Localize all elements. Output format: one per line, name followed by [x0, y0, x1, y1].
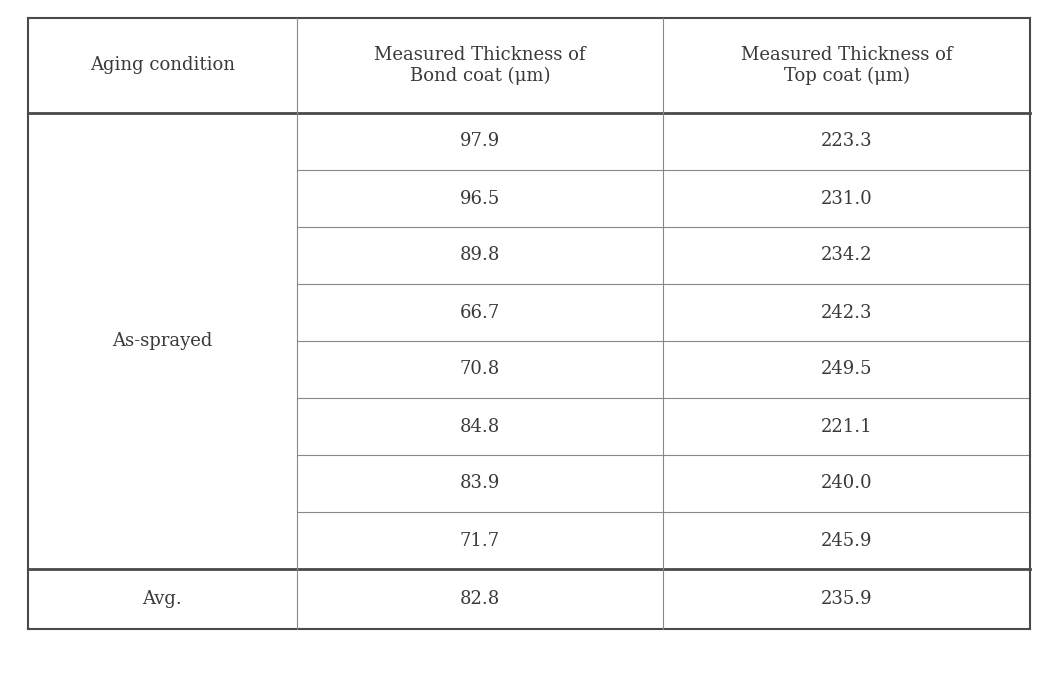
Text: 240.0: 240.0 — [821, 475, 873, 493]
Text: 96.5: 96.5 — [460, 190, 500, 207]
Text: 235.9: 235.9 — [821, 590, 873, 608]
Text: Avg.: Avg. — [143, 590, 182, 608]
Text: 221.1: 221.1 — [821, 417, 873, 435]
Text: 83.9: 83.9 — [460, 475, 500, 493]
Text: 89.8: 89.8 — [460, 246, 500, 265]
Text: 234.2: 234.2 — [821, 246, 873, 265]
Text: 223.3: 223.3 — [821, 132, 873, 150]
Text: 97.9: 97.9 — [460, 132, 500, 150]
Text: 70.8: 70.8 — [460, 360, 500, 379]
Text: 84.8: 84.8 — [460, 417, 500, 435]
Text: As-sprayed: As-sprayed — [112, 332, 213, 350]
Text: 66.7: 66.7 — [460, 304, 500, 321]
Text: 245.9: 245.9 — [821, 531, 873, 550]
Text: 82.8: 82.8 — [460, 590, 500, 608]
Text: 71.7: 71.7 — [460, 531, 500, 550]
Text: 231.0: 231.0 — [821, 190, 873, 207]
Text: Measured Thickness of
Top coat (μm): Measured Thickness of Top coat (μm) — [741, 46, 952, 85]
Text: 242.3: 242.3 — [821, 304, 873, 321]
Text: 249.5: 249.5 — [821, 360, 873, 379]
Text: Measured Thickness of
Bond coat (μm): Measured Thickness of Bond coat (μm) — [375, 46, 586, 85]
Text: Aging condition: Aging condition — [90, 57, 235, 74]
